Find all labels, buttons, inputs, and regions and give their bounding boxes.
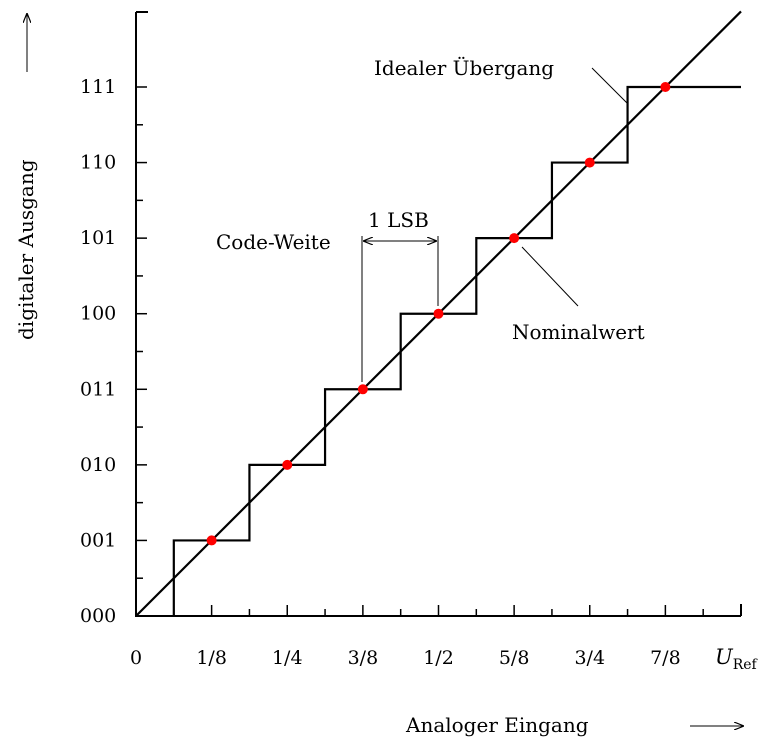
x-tick-label: 5/8: [499, 647, 530, 669]
y-tick-label: 100: [80, 303, 116, 325]
x-axis-title: Analoger Eingang: [405, 713, 589, 737]
y-tick-label: 111: [80, 76, 116, 98]
nominal-leader: [521, 246, 579, 307]
x-tick-label: 3/8: [348, 647, 379, 669]
x-axis-ticks: 0 1/8 1/4 3/8 1/2 5/8 3/4 7/8 URef: [130, 605, 759, 673]
y-tick-label: 110: [80, 152, 116, 174]
y-tick-label: 000: [80, 605, 116, 627]
x-tick-label: 3/4: [574, 647, 605, 669]
y-axis-title-group: digitaler Ausgang: [14, 14, 38, 340]
code-width-label: Code-Weite: [216, 230, 331, 254]
ideal-transition-annotation: Idealer Übergang: [374, 55, 629, 105]
staircase-transfer-curve: [172, 85, 741, 616]
nominal-annotation: Nominalwert: [512, 246, 645, 344]
nominal-point: [584, 157, 595, 168]
x-tick-label: 7/8: [650, 647, 681, 669]
x-tick-label-subscript: Ref: [733, 657, 759, 673]
nominal-point: [660, 82, 671, 92]
y-axis-ticks: 000 001 010 011 100 101 110 111: [80, 76, 147, 627]
nominal-point: [357, 384, 368, 395]
nominal-point: [206, 535, 217, 546]
nominal-label: Nominalwert: [512, 320, 645, 344]
x-tick-label-symbol: U: [715, 645, 734, 669]
y-tick-label: 010: [80, 454, 116, 476]
y-tick-label: 001: [80, 529, 116, 551]
nominal-point: [509, 233, 520, 244]
code-width-annotation: 1 LSB Code-Weite: [216, 208, 439, 382]
nominal-point: [433, 308, 444, 319]
y-tick-label: 101: [80, 227, 116, 249]
x-tick-label: 1/8: [196, 647, 227, 669]
x-tick-label: URef: [715, 645, 759, 673]
lsb-label: 1 LSB: [368, 208, 429, 232]
x-tick-label: 1/4: [272, 647, 303, 669]
x-axis-title-group: Analoger Eingang: [405, 713, 743, 737]
x-tick-label: 1/2: [423, 647, 454, 669]
ideal-transition-label: Idealer Übergang: [374, 55, 554, 80]
nominal-points-layer: [206, 82, 671, 546]
y-axis-title: digitaler Ausgang: [14, 159, 38, 340]
x-tick-label: 0: [130, 647, 142, 669]
ideal-transition-leader: [591, 67, 629, 105]
y-tick-label: 011: [80, 378, 116, 400]
nominal-point: [282, 459, 293, 470]
